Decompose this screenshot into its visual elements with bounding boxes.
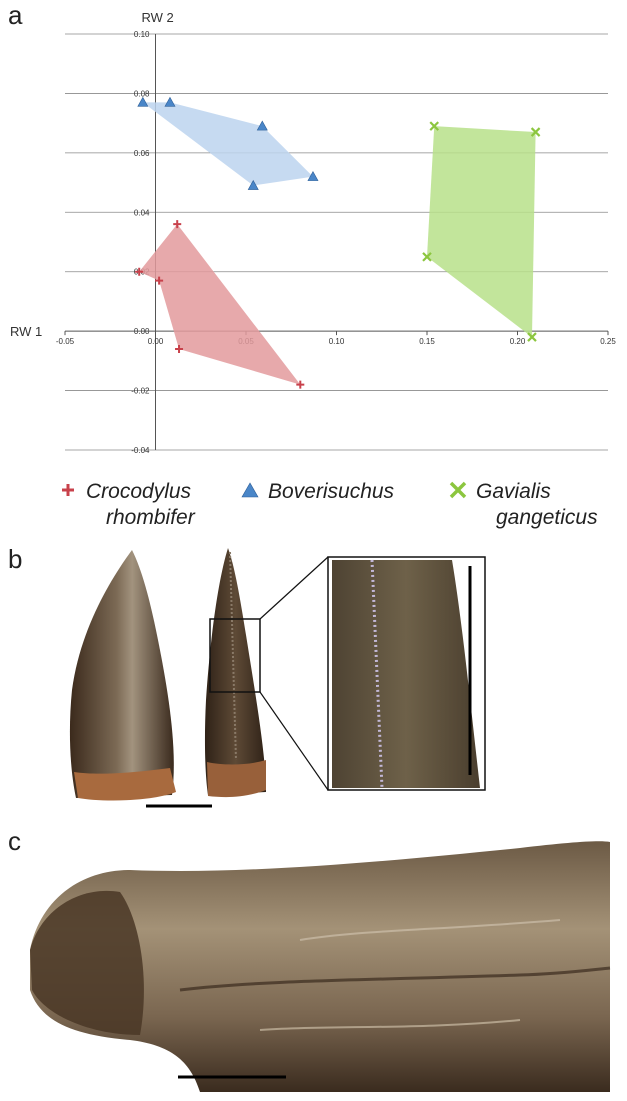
- morphospace-scatter-chart: -0.04-0.020.000.020.040.060.080.10-0.050…: [10, 10, 616, 529]
- legend-label: Gavialis: [476, 480, 551, 503]
- panel-label-c: c: [8, 826, 21, 856]
- x-tick-label: -0.05: [56, 337, 75, 346]
- hull-polygon: [139, 224, 301, 385]
- zoom-line: [259, 556, 329, 620]
- x-tick-label: 0.15: [419, 337, 435, 346]
- tooth-side-view: [204, 548, 266, 798]
- data-point: [137, 96, 149, 107]
- y-tick-label: 0.08: [134, 89, 150, 98]
- serration-inset: [327, 556, 486, 791]
- y-axis-label: RW 2: [142, 10, 174, 25]
- data-point: [173, 220, 182, 229]
- hull-polygon: [142, 102, 313, 186]
- data-point: [527, 332, 537, 342]
- y-tick-label: 0.06: [134, 149, 150, 158]
- x-tick-label: 0.20: [510, 337, 526, 346]
- x-tick-label: 0.10: [329, 337, 345, 346]
- legend-label: gangeticus: [496, 506, 598, 529]
- panel-label-b: b: [8, 544, 23, 574]
- y-tick-label: 0.04: [134, 208, 150, 217]
- tooth-photos: [69, 548, 486, 808]
- zoom-line: [259, 691, 329, 791]
- legend-label: Crocodylus: [86, 480, 192, 503]
- x-axis-label: RW 1: [10, 324, 42, 339]
- y-tick-label: -0.04: [131, 446, 150, 455]
- data-point: [175, 344, 184, 353]
- data-point: [296, 380, 305, 389]
- data-point: [422, 252, 432, 262]
- data-point: [530, 127, 541, 137]
- legend-label: Boverisuchus: [268, 480, 395, 503]
- data-point: [135, 267, 144, 276]
- legend-marker: [62, 484, 74, 496]
- data-point: [155, 276, 164, 285]
- tooth-front-view: [69, 550, 176, 801]
- legend-marker: [241, 482, 259, 498]
- data-point: [307, 171, 319, 181]
- data-point: [256, 120, 268, 131]
- zoom-box: [209, 618, 261, 693]
- data-point: [429, 121, 440, 131]
- jaw-fragment-photo: [30, 841, 611, 1092]
- panel-label-a: a: [8, 0, 23, 30]
- x-tick-label: 0.25: [600, 337, 616, 346]
- data-point: [247, 179, 259, 190]
- data-point: [164, 96, 176, 107]
- hull-polygon: [427, 126, 536, 338]
- y-tick-label: 0.10: [134, 30, 150, 39]
- y-tick-label: -0.02: [131, 387, 150, 396]
- legend-label: rhombifer: [106, 506, 196, 529]
- jaw-fragment: [30, 841, 611, 1092]
- x-tick-label: 0.00: [148, 337, 164, 346]
- legend-marker: [449, 481, 467, 499]
